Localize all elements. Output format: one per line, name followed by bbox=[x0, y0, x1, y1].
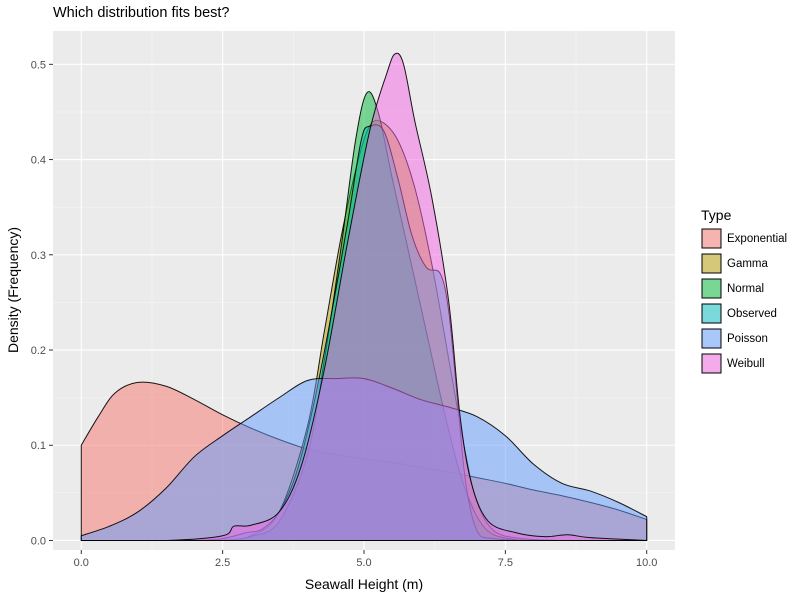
x-tick-label: 2.5 bbox=[215, 557, 230, 569]
legend-label-gamma: Gamma bbox=[727, 258, 769, 270]
y-tick-label: 0.3 bbox=[31, 250, 46, 262]
y-tick-label: 0.5 bbox=[31, 59, 46, 71]
y-tick-label: 0.1 bbox=[31, 440, 46, 452]
legend-label-poisson: Poisson bbox=[727, 333, 768, 345]
x-tick-label: 5.0 bbox=[356, 557, 371, 569]
x-tick-label: 10.0 bbox=[636, 557, 657, 569]
legend-label-observed: Observed bbox=[727, 308, 777, 320]
legend-swatch-poisson bbox=[701, 328, 722, 349]
legend-swatch-normal bbox=[701, 278, 722, 299]
x-tick-label: 7.5 bbox=[498, 557, 513, 569]
x-tick-label: 0.0 bbox=[74, 557, 89, 569]
chart-title: Which distribution fits best? bbox=[53, 5, 230, 21]
legend-title: Type bbox=[701, 207, 732, 223]
legend-swatch-weibull bbox=[701, 353, 722, 374]
legend-swatch-observed bbox=[701, 303, 722, 324]
y-tick-label: 0.4 bbox=[31, 155, 46, 167]
density-area-weibull bbox=[81, 52, 647, 541]
legend-label-exponential: Exponential bbox=[727, 233, 787, 245]
legend: Type Exponential Gamma Normal Observed Poiss… bbox=[701, 207, 787, 374]
y-tick-label: 0.0 bbox=[31, 535, 46, 547]
y-tick-label: 0.2 bbox=[31, 345, 46, 357]
legend-swatch-gamma bbox=[701, 253, 722, 274]
x-axis-title: Seawall Height (m) bbox=[305, 576, 423, 592]
y-axis: 0.0 0.1 0.2 0.3 0.4 0.5 bbox=[31, 59, 53, 547]
density-areas bbox=[80, 52, 648, 541]
legend-label-normal: Normal bbox=[727, 283, 764, 295]
y-axis-title: Density (Frequency) bbox=[5, 227, 21, 353]
x-axis: 0.0 2.5 5.0 7.5 10.0 bbox=[74, 550, 657, 569]
legend-label-weibull: Weibull bbox=[727, 358, 765, 370]
legend-swatch-exponential bbox=[701, 228, 722, 249]
